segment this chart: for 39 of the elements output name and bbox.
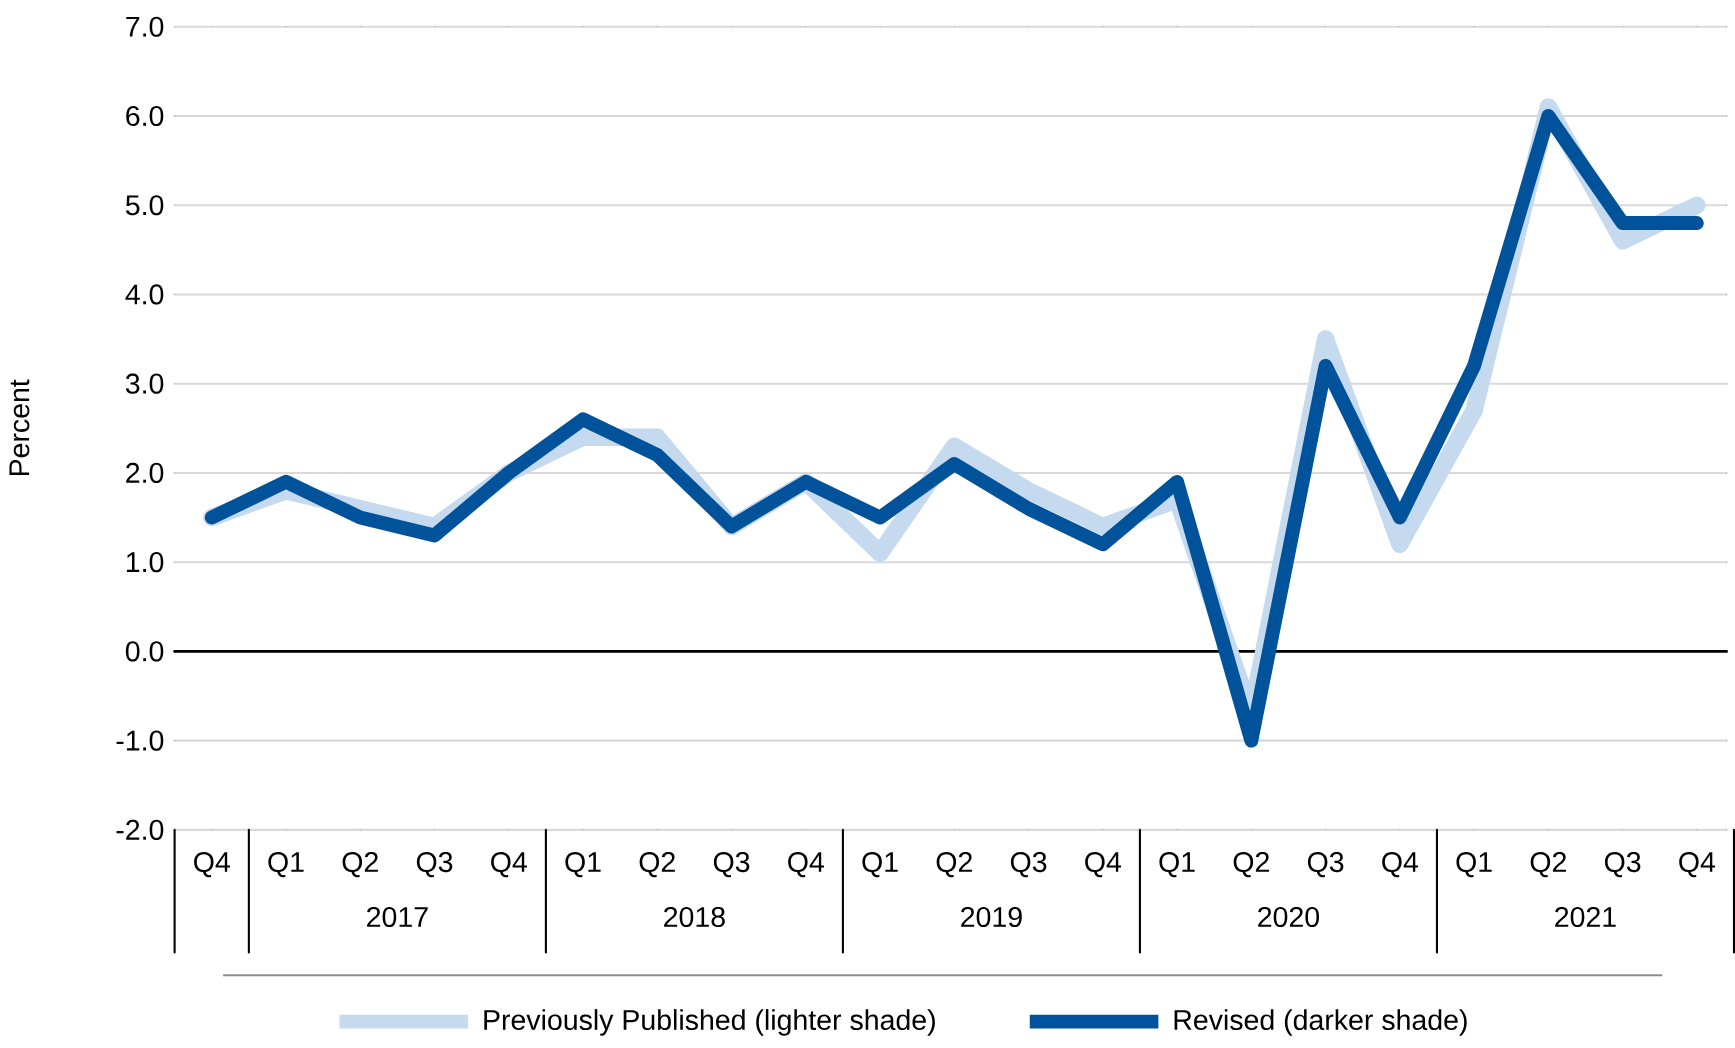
x-tick-label: Q1 (565, 851, 601, 878)
x-tick-label: Q4 (491, 851, 527, 878)
x-tick-label: Q4 (1382, 851, 1419, 878)
y-tick-label: -2.0 (116, 819, 164, 840)
text: 2018 (664, 906, 725, 928)
x-tick-label: Q3 (713, 851, 750, 878)
text: 2020 (1258, 906, 1320, 928)
legend-label: Revised (darker shade) (1174, 1009, 1467, 1036)
x-tick-label: Q4 (1679, 851, 1716, 878)
y-tick-label: -1.0 (116, 730, 164, 751)
x-tick-label: Q2 (639, 851, 675, 878)
text: 2019 (961, 906, 1022, 928)
y-tick-label: 2.0 (126, 462, 164, 484)
x-tick-label: Q4 (1085, 851, 1122, 878)
y-axis-title: Percent (9, 379, 30, 476)
y-tick-label: 4.0 (125, 284, 164, 305)
y-tick-label: 3.0 (125, 373, 164, 394)
x-tick-label: Q4 (194, 851, 230, 878)
x-tick-label: Q1 (862, 851, 898, 878)
y-tick-label: 7.0 (126, 16, 164, 37)
y-tick-label: 6.0 (126, 105, 164, 127)
text: 2017 (367, 906, 428, 928)
y-tick-label: 5.0 (125, 195, 164, 216)
y-tick-label: 0.0 (125, 641, 164, 662)
text: 2021 (1555, 906, 1616, 928)
x-tick-label: Q3 (416, 851, 453, 878)
x-tick-label: Q1 (1456, 851, 1492, 878)
x-tick-label: Q3 (1604, 851, 1641, 878)
x-tick-label: Q1 (268, 851, 304, 878)
x-tick-label: Q2 (936, 851, 972, 878)
x-tick-label: Q3 (1307, 851, 1344, 878)
x-tick-label: Q4 (788, 851, 824, 878)
x-tick-label: Q2 (1233, 851, 1269, 878)
x-tick-label: Q3 (1010, 851, 1047, 878)
x-tick-label: Q1 (1159, 851, 1195, 878)
y-tick-label: 1.0 (126, 552, 164, 573)
x-tick-label: Q2 (1530, 851, 1566, 878)
legend-label: Previously Published (lighter shade) (484, 1009, 935, 1036)
x-tick-label: Q2 (342, 851, 378, 878)
